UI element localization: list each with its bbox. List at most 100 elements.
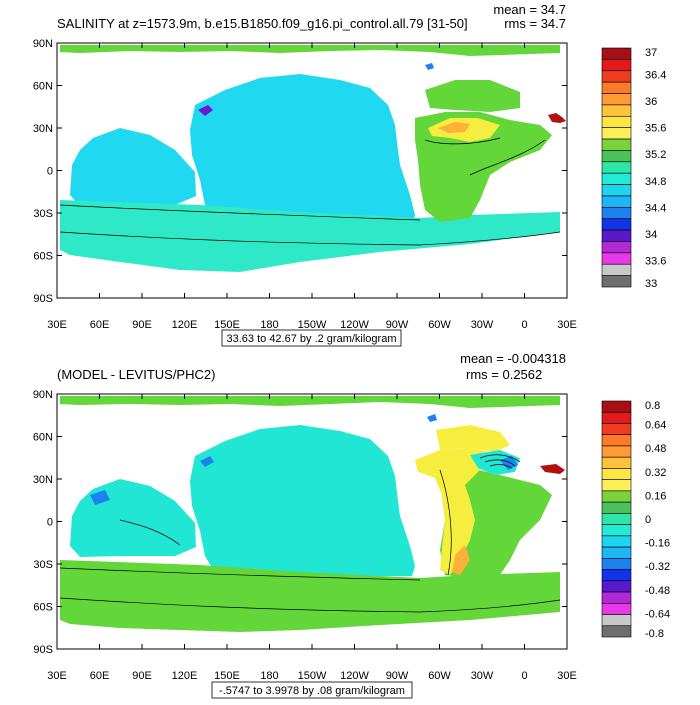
colorbar-label: 0.32 <box>645 467 666 479</box>
lon-tick-label: 90W <box>386 319 409 331</box>
colorbar-swatch <box>601 591 632 604</box>
colorbar-swatch <box>601 490 632 503</box>
panel-1-lon-axis: 30E 60E 90E 120E 150E 180 150W 120W 90W 60W 30W 0 30… <box>47 43 577 331</box>
north-atlantic-subpolar <box>425 80 520 112</box>
colorbar-label: 0.8 <box>645 400 660 412</box>
colorbar-swatch <box>601 400 632 413</box>
colorbar-swatch <box>601 70 632 83</box>
colorbar-swatch <box>601 150 632 163</box>
contour-line <box>119 519 181 546</box>
lon-tick-label: 60W <box>428 319 451 331</box>
panel-1-rms: rms = 34.7 <box>504 16 566 31</box>
colorbar-swatch <box>601 479 632 492</box>
lat-tick-label: 90N <box>33 38 53 50</box>
gulf-stream-core <box>500 456 518 470</box>
atlantic-ocean <box>415 112 552 222</box>
lon-tick-label: 60E <box>90 319 110 331</box>
panel-1-range-box <box>221 329 402 347</box>
lon-tick-label: 30E <box>47 319 67 331</box>
colorbar-label: 0.16 <box>645 490 666 502</box>
north-atlantic-subpolar <box>436 425 510 452</box>
colorbar-swatch <box>601 184 632 197</box>
colorbar-label: -0.8 <box>645 628 664 640</box>
colorbar-swatch <box>601 218 632 231</box>
colorbar-swatch <box>601 456 632 469</box>
colorbar-swatch <box>601 625 632 638</box>
colorbar-label: 34.8 <box>645 176 666 188</box>
colorbar-label: 36.4 <box>645 70 666 82</box>
colorbar-swatch <box>601 569 632 582</box>
panel-1-lat-axis: 90N 60N 30N 0 30S 60S 90S <box>33 38 567 305</box>
colorbar-swatch <box>601 59 632 72</box>
lon-tick-label: 120W <box>340 319 369 331</box>
colorbar-swatch <box>601 558 632 570</box>
okhotsk-sea-patch <box>200 456 214 467</box>
panel-2-range-box <box>211 681 413 699</box>
colorbar-swatch <box>601 47 632 60</box>
contour-line <box>484 459 516 467</box>
colorbar-label: -0.48 <box>645 585 670 597</box>
panel-2-title: (MODEL - LEVITUS/PHC2) <box>57 367 215 382</box>
colorbar-label: 35.2 <box>645 149 666 161</box>
colorbar-swatch <box>601 445 632 458</box>
panel-2-rms: rms = 0.2562 <box>466 367 542 382</box>
atlantic-positive-anomaly <box>415 448 490 575</box>
lon-tick-label: 120E <box>172 319 198 331</box>
colorbar-swatch <box>601 161 632 174</box>
panel-1-range-label: 33.63 to 42.67 by .2 gram/kilogram <box>227 333 397 345</box>
lon-tick-label: 120W <box>340 670 369 682</box>
south-atlantic-anomaly-core <box>452 545 470 575</box>
colorbar-swatch <box>601 434 632 447</box>
contour-line <box>424 137 501 145</box>
colorbar-label: 36 <box>645 96 657 108</box>
colorbar-swatch <box>601 468 632 480</box>
colorbar-swatch <box>601 524 632 537</box>
colorbar-label: 34.4 <box>645 202 666 214</box>
lon-tick-label: 90W <box>386 670 409 682</box>
colorbar-swatch <box>601 81 632 94</box>
lat-tick-label: 30N <box>33 123 53 135</box>
panel-1-mean: mean = 34.7 <box>493 2 566 17</box>
contour-line <box>439 469 452 576</box>
colorbar-swatch <box>601 207 632 220</box>
lat-tick-label: 30N <box>33 474 53 486</box>
panel-1-colorbar: 37 36.4 36 35.6 35.2 34.8 34.4 34 33.6 33 <box>601 47 666 290</box>
colorbar-swatch <box>601 275 632 288</box>
pacific-ocean <box>190 74 415 225</box>
colorbar-swatch <box>601 195 632 208</box>
lat-tick-label: 0 <box>47 517 53 529</box>
contour-line <box>469 139 546 176</box>
lon-tick-label: 60W <box>428 670 451 682</box>
panel-1: SALINITY at z=1573.9m, b.e15.B1850.f09_g… <box>33 2 666 347</box>
lon-tick-label: 30E <box>557 670 577 682</box>
panel-2-lon-axis: 30E 60E 90E 120E 150E 180 150W 120W 90W 60W 30W 0 30… <box>47 394 577 682</box>
colorbar-swatch <box>601 127 632 140</box>
colorbar-swatch <box>601 411 632 424</box>
lon-tick-label: 150W <box>298 670 327 682</box>
colorbar-label: 0 <box>645 514 651 526</box>
lon-tick-label: 180 <box>260 319 278 331</box>
colorbar-swatch <box>601 535 632 548</box>
colorbar-swatch <box>601 104 632 117</box>
colorbar-swatch <box>601 501 632 514</box>
colorbar-swatch <box>601 252 632 265</box>
mediterranean-outflow <box>548 113 566 123</box>
north-atlantic-salty-core <box>438 122 470 133</box>
colorbar-swatch <box>601 241 632 254</box>
indian-ocean <box>70 128 196 206</box>
colorbar-swatch <box>601 115 632 128</box>
lat-tick-label: 60S <box>33 602 53 614</box>
colorbar-label: 33 <box>645 278 657 290</box>
lat-tick-label: 90S <box>33 293 53 305</box>
panel-2-mean: mean = -0.004318 <box>460 351 566 366</box>
colorbar-label: 34 <box>645 229 657 241</box>
lon-tick-label: 0 <box>521 319 527 331</box>
panel-2-lat-axis: 90N 60N 30N 0 30S 60S 90S <box>33 389 567 656</box>
lat-tick-label: 30S <box>33 208 53 220</box>
lon-tick-label: 60E <box>90 670 110 682</box>
contour-line <box>479 454 521 463</box>
colorbar-swatch <box>601 614 632 627</box>
colorbar-label: 35.6 <box>645 123 666 135</box>
